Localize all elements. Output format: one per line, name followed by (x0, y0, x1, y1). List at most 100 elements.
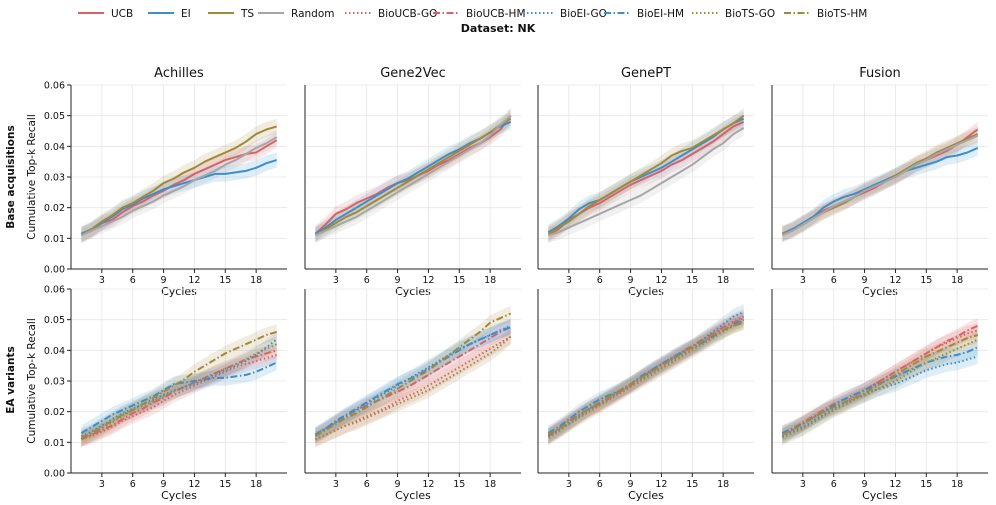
legend-item-random: Random (258, 8, 334, 20)
band-biots-hm (548, 315, 744, 443)
panel-1-fusion: 3 6 9 12 15 18 Cycles (771, 288, 988, 502)
series-line-ts (547, 114, 745, 235)
x-tick-label: 9 (862, 479, 868, 490)
x-tick-label: 18 (484, 479, 496, 490)
x-axis-label: Cycles (628, 489, 664, 502)
panels: Achilles 3 6 9 12 15 18 Cycles 0.00 0.01 0.02 0.03 0… (26, 66, 988, 502)
series-line-bioei-hm (547, 318, 745, 434)
series-line-biots-hm (547, 321, 744, 436)
panel-title: Achilles (154, 66, 204, 81)
y-tick-label: 0.06 (44, 285, 65, 296)
y-tick-label: 0.04 (44, 346, 65, 357)
band-ts (81, 118, 277, 243)
x-tick-label: 9 (161, 479, 167, 490)
x-tick-label: 15 (219, 275, 231, 286)
x-tick-label: 18 (484, 275, 496, 286)
legend-label-bioucb-hm: BioUCB-HM (466, 8, 526, 20)
y-axis-label: Cumulative Top-k Recall (26, 114, 38, 240)
series-line-bioucb-go (81, 353, 277, 441)
y-tick-label: 0.00 (44, 265, 65, 276)
x-tick-label: 6 (597, 275, 603, 286)
y-tick-label: 0.06 (44, 81, 65, 92)
x-tick-label: 18 (951, 479, 963, 490)
x-tick-label: 3 (566, 479, 572, 490)
band-ei (81, 152, 277, 242)
series-line-random (548, 127, 745, 237)
y-tick-label: 0.03 (44, 173, 65, 184)
x-tick-label: 15 (453, 275, 465, 286)
x-tick-label: 12 (188, 479, 200, 490)
x-tick-label: 15 (920, 275, 932, 286)
x-tick-label: 9 (395, 479, 401, 490)
panel-0-achilles: Achilles 3 6 9 12 15 18 Cycles 0.00 0.01 0.02 0.03 0… (26, 66, 287, 298)
x-tick-label: 6 (597, 479, 603, 490)
panel-title: Gene2Vec (380, 66, 446, 81)
x-tick-label: 9 (628, 275, 634, 286)
grid (71, 288, 287, 474)
legend-label-bioucb-go: BioUCB-GO (378, 8, 437, 20)
band-bioei-go (782, 348, 978, 444)
x-tick-label: 3 (99, 275, 105, 286)
series-line-ei (781, 146, 979, 235)
legend-label-biots-hm: BioTS-HM (817, 8, 867, 20)
band-ei (782, 140, 978, 242)
series-line-bioucb-hm (314, 326, 512, 438)
y-tick-label: 0.00 (44, 469, 65, 480)
band-bioei-hm (81, 354, 277, 441)
x-tick-label: 12 (889, 275, 901, 286)
panel-1-achilles: 3 6 9 12 15 18 Cycles 0.00 0.01 0.02 0.03 0.04 0.05 0… (26, 285, 287, 502)
series-line-bioei-go (314, 324, 512, 436)
x-tick-label: 15 (686, 479, 698, 490)
legend-item-biots-hm: BioTS-HM (784, 8, 867, 20)
dataset-label: Dataset: NK (461, 22, 536, 35)
legend-label-biots-go: BioTS-GO (725, 8, 775, 20)
series-line-biots-go (781, 338, 979, 439)
band-bioucb-go (81, 347, 277, 447)
band-random (548, 120, 744, 243)
panel-0-genept: GenePT 3 6 9 12 15 18 Cycles (537, 66, 754, 298)
series-line-bioucb-hm (781, 324, 979, 435)
legend-item-bioucb-go: BioUCB-GO (345, 8, 437, 20)
legend-label-bioei-go: BioEI-GO (560, 8, 607, 20)
grid (538, 84, 754, 270)
y-tick-label: 0.02 (44, 203, 65, 214)
x-tick-label: 3 (333, 275, 339, 286)
x-tick-label: 15 (920, 479, 932, 490)
x-tick-label: 3 (99, 479, 105, 490)
x-tick-label: 15 (453, 479, 465, 490)
x-axis-label: Cycles (161, 285, 197, 298)
y-tick-label: 0.04 (44, 142, 65, 153)
legend-item-ucb: UCB (78, 8, 133, 20)
x-tick-label: 12 (422, 275, 434, 286)
legend: UCB EI TS Random BioUCB-GO BioUCB-HM BioEI-GO B… (78, 8, 867, 20)
panel-0-gene2vec: Gene2Vec 3 6 9 12 15 18 Cycles (304, 66, 521, 298)
y-tick-label: 0.01 (44, 234, 65, 245)
x-tick-label: 15 (219, 479, 231, 490)
row-label-ea: EA variants (5, 346, 17, 414)
x-tick-label: 6 (130, 479, 136, 490)
x-axis-label: Cycles (161, 489, 197, 502)
x-tick-label: 12 (655, 479, 667, 490)
series-line-biots-hm (80, 330, 277, 439)
legend-label-ts: TS (240, 8, 254, 20)
y-axis-label: Cumulative Top-k Recall (26, 318, 38, 444)
band-random (81, 129, 277, 243)
legend-label-ei: EI (181, 8, 191, 20)
band-biots-go (315, 328, 511, 447)
series-line-ei (547, 117, 745, 234)
series-line-ts (80, 125, 277, 237)
legend-label-ucb: UCB (111, 8, 133, 20)
series-line-biots-go (314, 335, 512, 441)
band-bioucb-go (548, 308, 744, 444)
x-tick-label: 6 (831, 275, 837, 286)
series-line-bioucb-hm (547, 317, 745, 438)
x-tick-label: 18 (250, 479, 262, 490)
x-axis-label: Cycles (395, 285, 431, 298)
x-tick-label: 18 (951, 275, 963, 286)
grid (305, 288, 521, 474)
series-line-ts (314, 117, 512, 237)
x-tick-label: 18 (250, 275, 262, 286)
legend-label-random: Random (291, 8, 334, 20)
panel-title: GenePT (621, 66, 671, 81)
series-line-random (314, 114, 512, 237)
